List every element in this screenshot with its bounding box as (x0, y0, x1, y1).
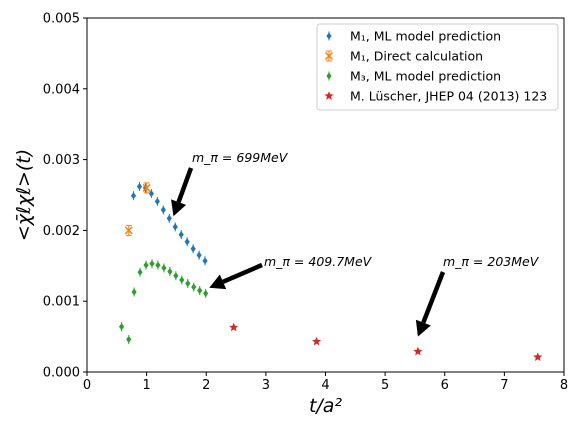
series-2-point (137, 268, 143, 276)
legend-marker-2 (326, 72, 332, 80)
legend-marker-3 (324, 91, 334, 100)
series-1-point (124, 226, 133, 235)
annotation-label-1: m_π = 409.7MeV (264, 254, 373, 269)
series-1-group (124, 182, 151, 236)
series-0-point (136, 182, 143, 191)
y-tick-label: 0.000 (43, 366, 80, 381)
annotation-arrow-1-head (209, 274, 227, 290)
annotation-arrow-2-head (415, 319, 431, 337)
series-2-point (173, 272, 179, 280)
series-2-point (118, 323, 125, 331)
y-axis-label: <χ̄ℓχℓ>(t) (13, 149, 35, 241)
series-0-point (184, 238, 190, 246)
series-2-group (118, 259, 209, 344)
legend-entry-3: M. Lüscher, JHEP 04 (2013) 123 (324, 89, 547, 104)
legend-label: M₃, ML model prediction (350, 69, 501, 84)
annotation-arrow-2-shaft (421, 271, 446, 324)
series-2-point (203, 289, 209, 298)
series-0-point (160, 206, 166, 214)
series-2-point (197, 286, 203, 295)
legend-label: M. Lüscher, JHEP 04 (2013) 123 (350, 89, 547, 104)
series-0-point (202, 257, 208, 265)
x-axis-label: t/a² (309, 395, 342, 417)
series-2-point (131, 288, 137, 296)
y-tick-label: 0.005 (43, 12, 80, 27)
legend-marker-0 (326, 32, 332, 40)
series-3-point (311, 336, 322, 346)
legend-entry-2: M₃, ML model prediction (326, 69, 501, 84)
legend-entry-1: M₁, Direct calculation (324, 49, 483, 64)
x-tick-label: 5 (381, 378, 389, 393)
annotation-arrow-0-head (171, 199, 187, 217)
series-2-point (155, 261, 161, 269)
series-0-point (154, 197, 160, 205)
series-2-point (179, 276, 185, 284)
annotation-arrow-0-shaft (176, 167, 194, 203)
series-3-group (229, 322, 543, 362)
x-tick-label: 2 (202, 378, 210, 393)
series-3-point (413, 346, 423, 356)
series-0-point (196, 251, 202, 259)
y-tick-label: 0.002 (43, 224, 80, 239)
x-tick-label: 1 (142, 378, 150, 393)
x-tick-label: 3 (262, 378, 270, 393)
y-tick-label: 0.004 (43, 82, 80, 97)
series-2-point (167, 267, 173, 276)
annotation-label-2: m_π = 203MeV (443, 254, 540, 269)
y-tick-label: 0.003 (43, 153, 80, 168)
x-tick-label: 8 (560, 378, 568, 393)
x-tick-label: 0 (83, 378, 91, 393)
x-tick-label: 6 (441, 378, 449, 393)
legend-entry-0: M₁, ML model prediction (326, 29, 501, 44)
series-2-point (191, 283, 197, 291)
series-0-point (148, 189, 154, 198)
legend-box (316, 23, 559, 111)
series-3-point (533, 352, 543, 362)
series-0-point (172, 223, 178, 231)
series-0-point (178, 231, 184, 239)
annotation-arrow-1-shaft (222, 262, 263, 284)
series-2-point (149, 260, 155, 268)
series-2-point (161, 264, 167, 272)
series-0-point (130, 192, 137, 200)
x-tick-label: 7 (500, 378, 508, 393)
series-2-point (185, 279, 191, 288)
series-0-point (166, 214, 172, 222)
legend-label: M₁, ML model prediction (350, 29, 501, 44)
series-0-point (190, 245, 196, 253)
series-1-point (142, 183, 151, 192)
series-2-point (143, 261, 149, 269)
series-3-point (229, 322, 239, 332)
series-0-group (130, 182, 208, 266)
series-2-point (126, 335, 132, 344)
legend-marker-1 (324, 51, 334, 61)
x-tick-label: 4 (321, 378, 329, 393)
legend-label: M₁, Direct calculation (350, 49, 483, 64)
y-tick-label: 0.001 (43, 295, 80, 310)
annotation-label-0: m_π = 699MeV (192, 150, 289, 165)
